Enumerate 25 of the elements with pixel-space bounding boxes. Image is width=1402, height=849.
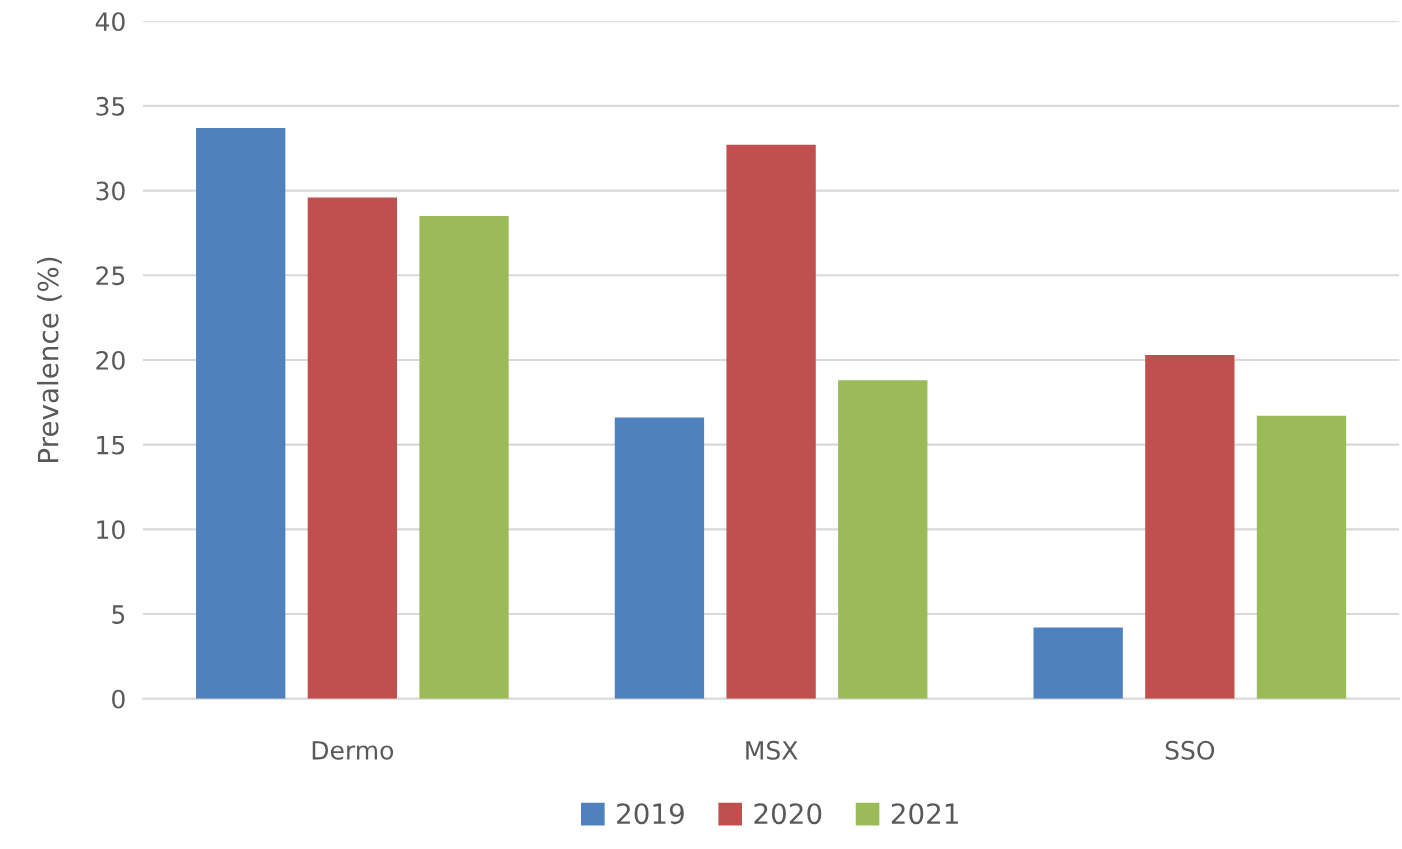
y-tick-label: 35 <box>96 96 125 116</box>
legend-label: 2020 <box>754 803 822 825</box>
bar <box>614 417 705 699</box>
bar <box>726 144 816 699</box>
y-tick-label: 30 <box>96 181 125 201</box>
y-tick-label: 5 <box>112 605 125 624</box>
bar <box>1256 415 1347 699</box>
x-tick-label: Dermo <box>312 741 394 760</box>
legend-label: 2021 <box>891 803 958 825</box>
bar <box>1033 627 1123 699</box>
y-tick-label: 20 <box>96 350 125 370</box>
y-tick-label: 10 <box>97 520 125 540</box>
bar <box>838 380 928 699</box>
bar <box>419 216 509 699</box>
legend-label: 2019 <box>617 803 684 825</box>
y-axis-title: Prevalence (%) <box>37 257 62 462</box>
bar <box>307 197 398 699</box>
y-tick-label: 15 <box>97 435 125 455</box>
bar <box>196 127 286 699</box>
bar <box>1145 354 1235 699</box>
y-tick-label: 40 <box>95 12 125 32</box>
x-tick-label: MSX <box>746 740 798 760</box>
x-tick-label: SSO <box>1165 740 1215 760</box>
y-tick-label: 25 <box>96 266 125 286</box>
y-tick-label: 0 <box>112 689 125 709</box>
